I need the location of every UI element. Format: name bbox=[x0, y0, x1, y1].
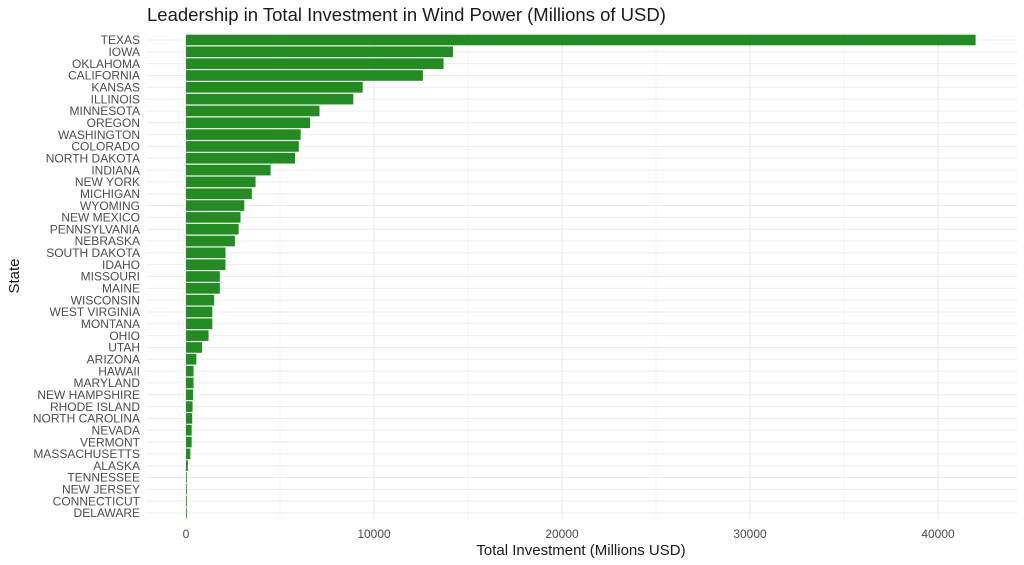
y-tick-label: ARIZONA bbox=[87, 352, 140, 366]
y-tick-label: MARYLAND bbox=[74, 376, 141, 390]
y-axis-title: State bbox=[6, 258, 23, 293]
y-tick-label: OREGON bbox=[87, 116, 140, 130]
y-tick-label: ALASKA bbox=[93, 459, 140, 473]
bar-washington bbox=[186, 129, 301, 140]
y-tick-label: IOWA bbox=[108, 45, 140, 59]
bar-maryland bbox=[186, 377, 194, 389]
bar-wisconsin bbox=[186, 294, 215, 306]
x-tick-label: 30000 bbox=[733, 527, 767, 541]
bar-new-york bbox=[186, 176, 256, 188]
bar-rhode-island bbox=[186, 401, 193, 412]
bar-arizona bbox=[186, 353, 197, 365]
bar-west-virginia bbox=[186, 306, 213, 318]
y-tick-labels: TEXASIOWAOKLAHOMACALIFORNIAKANSASILLINOI… bbox=[33, 33, 141, 520]
bar-illinois bbox=[186, 93, 354, 105]
bar-new-hampshire bbox=[186, 389, 194, 401]
y-tick-label: MONTANA bbox=[81, 317, 140, 331]
bar-delaware bbox=[186, 507, 187, 519]
y-tick-label: ILLINOIS bbox=[91, 92, 140, 106]
bar-nevada bbox=[186, 424, 192, 436]
bars bbox=[186, 34, 976, 519]
y-tick-label: CONNECTICUT bbox=[53, 494, 141, 508]
y-tick-label: HAWAII bbox=[98, 364, 140, 378]
y-tick-label: OKLAHOMA bbox=[72, 57, 140, 71]
y-tick-label: MICHIGAN bbox=[80, 187, 140, 201]
x-tick-label: 20000 bbox=[545, 527, 579, 541]
y-tick-label: NEW HAMPSHIRE bbox=[37, 388, 140, 402]
bar-minnesota bbox=[186, 105, 320, 117]
y-tick-label: MASSACHUSETTS bbox=[33, 447, 140, 461]
y-tick-label: DELAWARE bbox=[74, 506, 140, 520]
x-tick-labels: 0 10000 20000 30000 40000 bbox=[183, 527, 955, 541]
x-axis-title: Total Investment (Millions USD) bbox=[476, 542, 685, 559]
bar-tennessee bbox=[186, 472, 187, 483]
y-tick-label: IDAHO bbox=[102, 258, 140, 272]
bar-connecticut bbox=[186, 495, 187, 507]
y-tick-label: MISSOURI bbox=[81, 270, 140, 284]
y-tick-label: COLORADO bbox=[71, 140, 140, 154]
y-tick-label: PENNSYLVANIA bbox=[50, 222, 140, 236]
bar-utah bbox=[186, 342, 202, 353]
y-tick-label: INDIANA bbox=[91, 163, 140, 177]
bar-oregon bbox=[186, 117, 311, 129]
y-tick-label: MAINE bbox=[102, 282, 140, 296]
x-tick-label: 0 bbox=[183, 527, 190, 541]
y-tick-label: NEW JERSEY bbox=[62, 483, 140, 497]
y-tick-label: NEBRASKA bbox=[75, 234, 140, 248]
y-tick-label: NEVADA bbox=[92, 423, 140, 437]
y-tick-label: WYOMING bbox=[80, 199, 140, 213]
y-tick-label: TEXAS bbox=[101, 33, 140, 47]
bar-california bbox=[186, 70, 423, 81]
bar-maine bbox=[186, 283, 220, 294]
bar-nebraska bbox=[186, 235, 235, 247]
bar-wyoming bbox=[186, 200, 245, 211]
y-tick-label: VERMONT bbox=[80, 435, 141, 449]
y-tick-label: TENNESSEE bbox=[67, 471, 140, 485]
bar-michigan bbox=[186, 188, 252, 200]
bar-new-mexico bbox=[186, 212, 241, 223]
bar-north-carolina bbox=[186, 413, 193, 424]
bar-pennsylvania bbox=[186, 223, 239, 235]
bar-idaho bbox=[186, 259, 226, 270]
bar-texas bbox=[186, 34, 976, 46]
y-tick-label: RHODE ISLAND bbox=[50, 400, 140, 414]
y-tick-label: KANSAS bbox=[91, 81, 140, 95]
bar-new-jersey bbox=[186, 484, 187, 495]
x-tick-label: 10000 bbox=[357, 527, 391, 541]
bar-massachusetts bbox=[186, 448, 191, 460]
bar-north-dakota bbox=[186, 152, 296, 164]
y-tick-label: NORTH DAKOTA bbox=[46, 151, 140, 165]
bar-colorado bbox=[186, 141, 299, 152]
y-tick-label: UTAH bbox=[108, 341, 140, 355]
y-tick-label: WISCONSIN bbox=[71, 293, 140, 307]
y-tick-label: SOUTH DAKOTA bbox=[46, 246, 140, 260]
x-tick-label: 40000 bbox=[921, 527, 955, 541]
bar-indiana bbox=[186, 164, 271, 176]
bar-kansas bbox=[186, 81, 363, 93]
bar-ohio bbox=[186, 330, 209, 341]
bar-iowa bbox=[186, 46, 453, 58]
y-tick-label: NEW MEXICO bbox=[61, 211, 140, 225]
bar-alaska bbox=[186, 460, 188, 472]
bar-vermont bbox=[186, 436, 192, 448]
y-tick-label: CALIFORNIA bbox=[68, 69, 140, 83]
bar-south-dakota bbox=[186, 247, 226, 259]
bar-montana bbox=[186, 318, 213, 330]
y-tick-label: OHIO bbox=[109, 329, 140, 343]
bar-missouri bbox=[186, 271, 220, 282]
y-tick-label: WASHINGTON bbox=[58, 128, 140, 142]
chart-title: Leadership in Total Investment in Wind P… bbox=[147, 4, 666, 25]
y-tick-label: NORTH CAROLINA bbox=[33, 412, 140, 426]
y-tick-label: NEW YORK bbox=[75, 175, 140, 189]
bar-hawaii bbox=[186, 365, 194, 377]
bar-oklahoma bbox=[186, 58, 444, 69]
y-tick-label: MINNESOTA bbox=[70, 104, 140, 118]
y-tick-label: WEST VIRGINIA bbox=[50, 305, 140, 319]
